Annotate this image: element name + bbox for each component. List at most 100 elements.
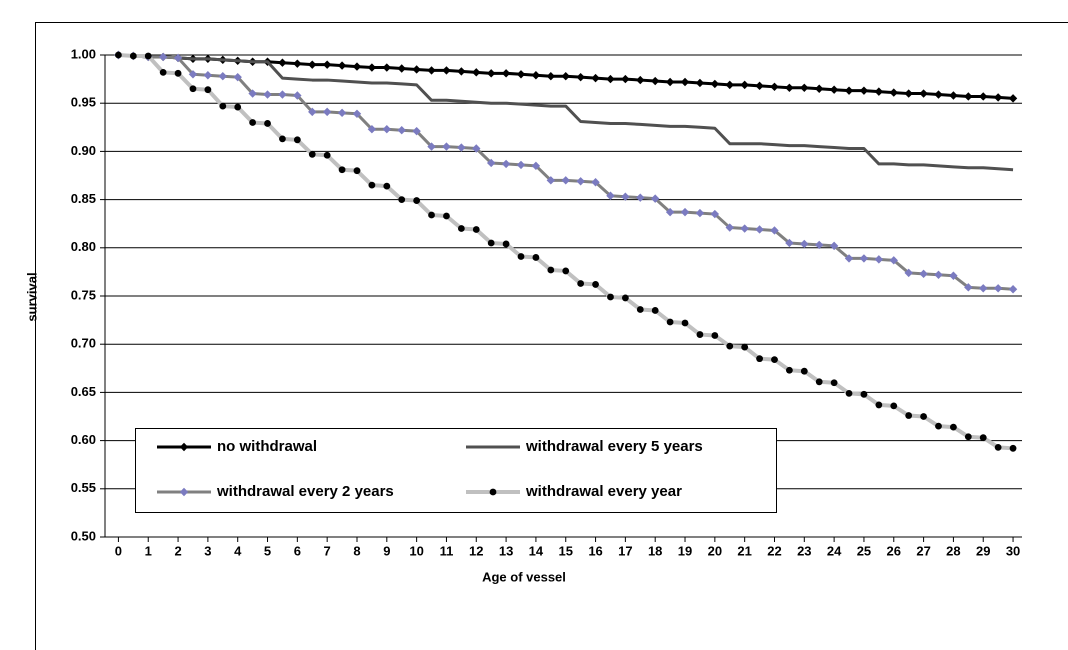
- marker: [844, 254, 854, 263]
- marker: [859, 86, 869, 95]
- marker: [935, 422, 942, 430]
- x-tick-label: 18: [648, 543, 662, 558]
- series: [118, 53, 1014, 172]
- x-tick-label: 19: [678, 543, 692, 558]
- marker: [179, 487, 189, 497]
- marker: [367, 63, 377, 72]
- legend-label: withdrawal every year: [525, 483, 682, 500]
- x-tick-label: 24: [827, 543, 842, 558]
- marker: [607, 293, 614, 301]
- marker: [889, 256, 898, 265]
- y-tick-label: 0.65: [71, 384, 96, 399]
- marker: [726, 342, 734, 350]
- marker: [486, 158, 496, 168]
- x-tick-label: 29: [976, 543, 990, 558]
- x-tick-label: 16: [588, 543, 602, 558]
- x-tick-label: 6: [294, 543, 301, 558]
- x-tick-label: 5: [264, 543, 271, 558]
- marker: [413, 197, 421, 204]
- marker: [188, 70, 198, 79]
- marker: [860, 390, 868, 398]
- marker: [800, 239, 809, 249]
- marker: [934, 270, 943, 279]
- marker: [621, 74, 630, 84]
- marker: [904, 89, 913, 98]
- legend-label: withdrawal every 2 years: [216, 483, 394, 500]
- y-tick-label: 1.00: [71, 46, 96, 61]
- marker: [592, 281, 599, 288]
- marker: [621, 192, 630, 201]
- marker: [874, 255, 884, 264]
- marker: [695, 208, 705, 218]
- marker: [710, 79, 720, 89]
- marker: [487, 239, 495, 247]
- legend-entry: withdrawal every year: [466, 483, 682, 500]
- marker: [964, 283, 973, 292]
- x-tick-label: 20: [708, 543, 722, 558]
- y-tick-label: 0.80: [71, 239, 96, 254]
- marker: [279, 135, 286, 143]
- marker: [785, 83, 794, 92]
- marker: [815, 378, 823, 386]
- legend-entry: withdrawal every 5 years: [466, 438, 703, 455]
- marker: [457, 67, 466, 76]
- x-tick-label: 0: [115, 543, 122, 558]
- x-tick-label: 12: [469, 543, 483, 558]
- marker: [756, 355, 763, 363]
- y-tick-label: 0.55: [71, 480, 96, 495]
- marker: [695, 78, 705, 88]
- y-tick-label: 0.95: [71, 95, 96, 110]
- marker: [770, 226, 779, 235]
- marker: [382, 125, 392, 134]
- marker: [979, 434, 987, 442]
- marker: [576, 72, 585, 82]
- marker: [681, 319, 689, 327]
- marker: [397, 64, 406, 73]
- marker: [771, 356, 778, 364]
- x-tick-label: 11: [440, 543, 454, 558]
- marker: [264, 120, 271, 127]
- legend-label: withdrawal every 5 years: [525, 438, 703, 455]
- x-tick-label: 7: [324, 543, 331, 558]
- marker: [472, 226, 480, 233]
- marker: [501, 159, 511, 169]
- marker: [993, 93, 1003, 102]
- marker: [636, 193, 645, 202]
- chart-frame: [35, 22, 1068, 650]
- legend-label: no withdrawal: [217, 438, 317, 455]
- marker: [606, 74, 615, 84]
- marker: [322, 107, 332, 117]
- marker: [755, 81, 764, 91]
- marker: [591, 73, 600, 83]
- marker: [1008, 285, 1018, 294]
- y-tick-label: 0.90: [71, 143, 96, 158]
- marker: [278, 90, 287, 99]
- marker: [144, 52, 152, 60]
- x-tick-label: 9: [383, 543, 390, 558]
- marker: [577, 280, 585, 287]
- marker: [755, 225, 764, 234]
- marker: [308, 150, 316, 158]
- marker: [651, 194, 660, 203]
- marker: [829, 241, 839, 251]
- marker: [308, 107, 317, 117]
- marker: [740, 80, 749, 90]
- x-tick-label: 22: [767, 543, 781, 558]
- x-tick-label: 8: [353, 543, 360, 558]
- marker: [442, 66, 451, 75]
- legend-entry: withdrawal every 2 years: [157, 483, 394, 500]
- marker: [516, 160, 526, 170]
- marker: [412, 126, 421, 136]
- marker: [159, 68, 167, 76]
- marker: [352, 109, 362, 119]
- marker: [859, 254, 869, 263]
- marker: [740, 224, 749, 233]
- marker: [293, 59, 302, 68]
- marker: [158, 52, 168, 62]
- marker: [249, 119, 257, 126]
- marker: [427, 142, 436, 151]
- x-tick-label: 23: [797, 543, 811, 558]
- y-tick-label: 0.75: [71, 287, 96, 302]
- marker: [308, 60, 317, 69]
- x-tick-label: 28: [946, 543, 960, 558]
